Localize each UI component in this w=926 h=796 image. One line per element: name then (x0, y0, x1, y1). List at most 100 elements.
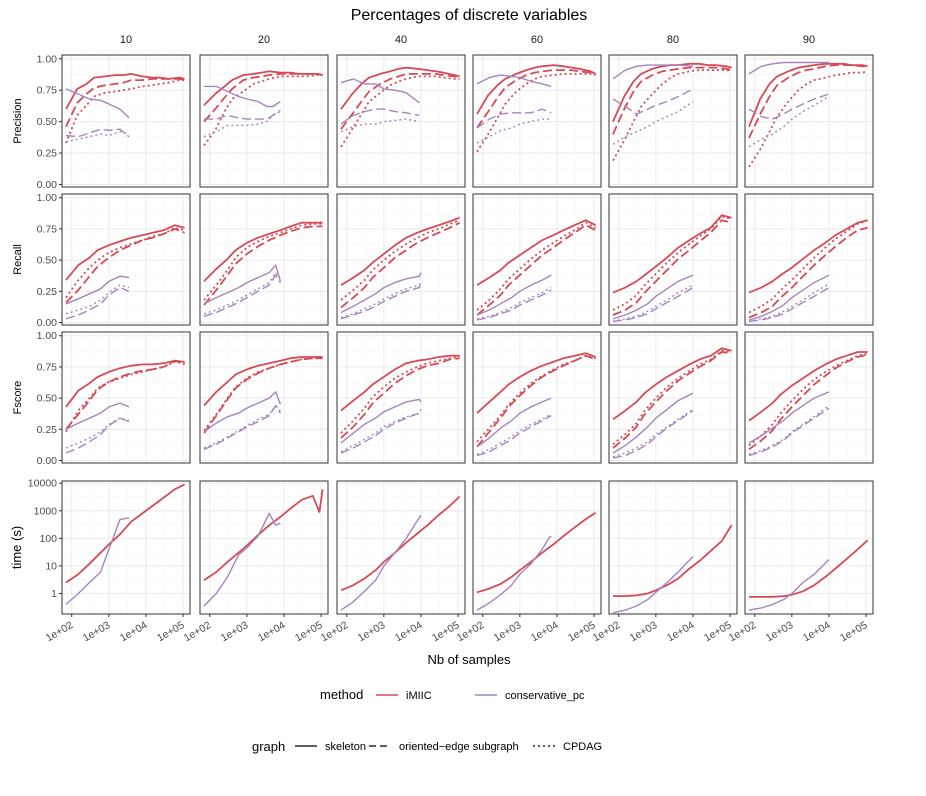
panel-border (336, 54, 466, 188)
x-tick-label: 1e+02 (319, 619, 351, 644)
series-line (748, 64, 868, 139)
facet-panel (608, 54, 738, 188)
facet-panel: 0.00 0.25 0.50 0.75 1.00 (37, 53, 191, 191)
series-line (476, 118, 552, 144)
panel-background (608, 480, 738, 615)
panel-background (199, 54, 329, 188)
legend-entry: iMIIC (406, 690, 432, 702)
panel-border (608, 331, 738, 464)
series-line (612, 66, 732, 135)
series-line (748, 61, 829, 75)
panel-data (203, 70, 323, 147)
facet-panel: 0.00 0.25 0.50 0.75 1.00 (37, 192, 191, 329)
series-line (476, 414, 552, 457)
facet-panel: 1e+02 1e+03 1e+04 1e+05 (591, 480, 738, 644)
x-tick-label: 1e+04 (665, 619, 697, 644)
y-axis-title: time (s) (9, 526, 24, 569)
series-line (340, 221, 461, 309)
series-line (612, 64, 694, 80)
panel-background (61, 331, 191, 464)
x-tick-label: 1e+03 (219, 619, 251, 644)
series-line (65, 483, 186, 584)
panel-background (472, 54, 602, 188)
facet-panel (472, 331, 602, 464)
series-line (748, 93, 830, 120)
series-line (340, 118, 420, 133)
panel-border (199, 331, 329, 464)
y-tick-label: 0.75 (37, 223, 58, 235)
series-line (476, 274, 552, 316)
panel-data (748, 61, 868, 168)
series-line (748, 351, 868, 422)
series-line (612, 392, 694, 454)
series-line (65, 359, 185, 408)
panel-border (199, 193, 329, 326)
y-tick-label: 100 (39, 533, 57, 545)
panel-data (748, 351, 868, 457)
panel-data (476, 64, 597, 153)
panel-border (744, 54, 874, 188)
facet-panel (744, 193, 874, 326)
panel-data (65, 483, 186, 605)
series-line (340, 272, 422, 314)
series-line (476, 74, 552, 88)
series-line (476, 286, 552, 320)
y-tick-label: 10 (45, 560, 57, 572)
panel-data (748, 539, 869, 611)
panel-data (340, 66, 460, 148)
series-line (65, 402, 130, 430)
x-tick-label: 1e+04 (801, 619, 833, 644)
facet-strip-label: 90 (803, 34, 815, 46)
x-tick-label: 1e+03 (492, 619, 524, 644)
panel-background (744, 54, 874, 188)
series-line (203, 222, 323, 301)
panel-data (203, 489, 324, 607)
x-tick-label: 1e+03 (81, 619, 113, 644)
series-line (65, 79, 185, 144)
series-line (748, 391, 830, 444)
panel-border (61, 54, 191, 188)
panel-border (472, 54, 602, 188)
facet-strip-label: 20 (258, 34, 270, 46)
facet-panel: 0.00 0.25 0.50 0.75 1.00 (37, 330, 191, 467)
series-line (203, 356, 323, 407)
series-line (749, 539, 869, 598)
panel-background (744, 331, 874, 464)
series-line (204, 109, 281, 120)
series-line (65, 226, 185, 299)
panel-data (340, 354, 460, 454)
series-line (612, 349, 732, 445)
series-line (476, 535, 552, 611)
y-tick-label: 0.50 (37, 255, 58, 267)
series-line (340, 356, 460, 434)
panel-data (612, 524, 733, 614)
x-tick-label: 1e+02 (182, 619, 214, 644)
x-tick-label: 1e+04 (118, 619, 150, 644)
series-line (340, 281, 422, 319)
panel-border (336, 331, 466, 464)
y-tick-label: 0.25 (37, 424, 58, 436)
series-line (204, 85, 281, 108)
series-line (203, 404, 281, 449)
legend-graph: graph skeleton oriented−edge subgraph CPDAG (252, 739, 602, 754)
series-line (476, 219, 597, 286)
facet-panel (744, 54, 874, 188)
panel-background (61, 480, 191, 615)
facet-panel (199, 193, 329, 326)
series-line (340, 410, 422, 454)
series-line (748, 353, 868, 451)
panel-border (199, 480, 329, 615)
series-line (65, 128, 130, 138)
panel-data (340, 216, 461, 320)
legend-entry: conservative_pc (505, 690, 585, 702)
y-tick-label: 1 (51, 588, 57, 600)
series-line (203, 264, 282, 305)
series-line (476, 352, 596, 414)
series-line (612, 284, 694, 322)
y-tick-label: 0.00 (37, 317, 58, 329)
panel-data (748, 219, 868, 322)
series-line (65, 130, 130, 143)
series-line (612, 286, 694, 322)
series-line (476, 224, 597, 316)
series-line (203, 512, 281, 607)
